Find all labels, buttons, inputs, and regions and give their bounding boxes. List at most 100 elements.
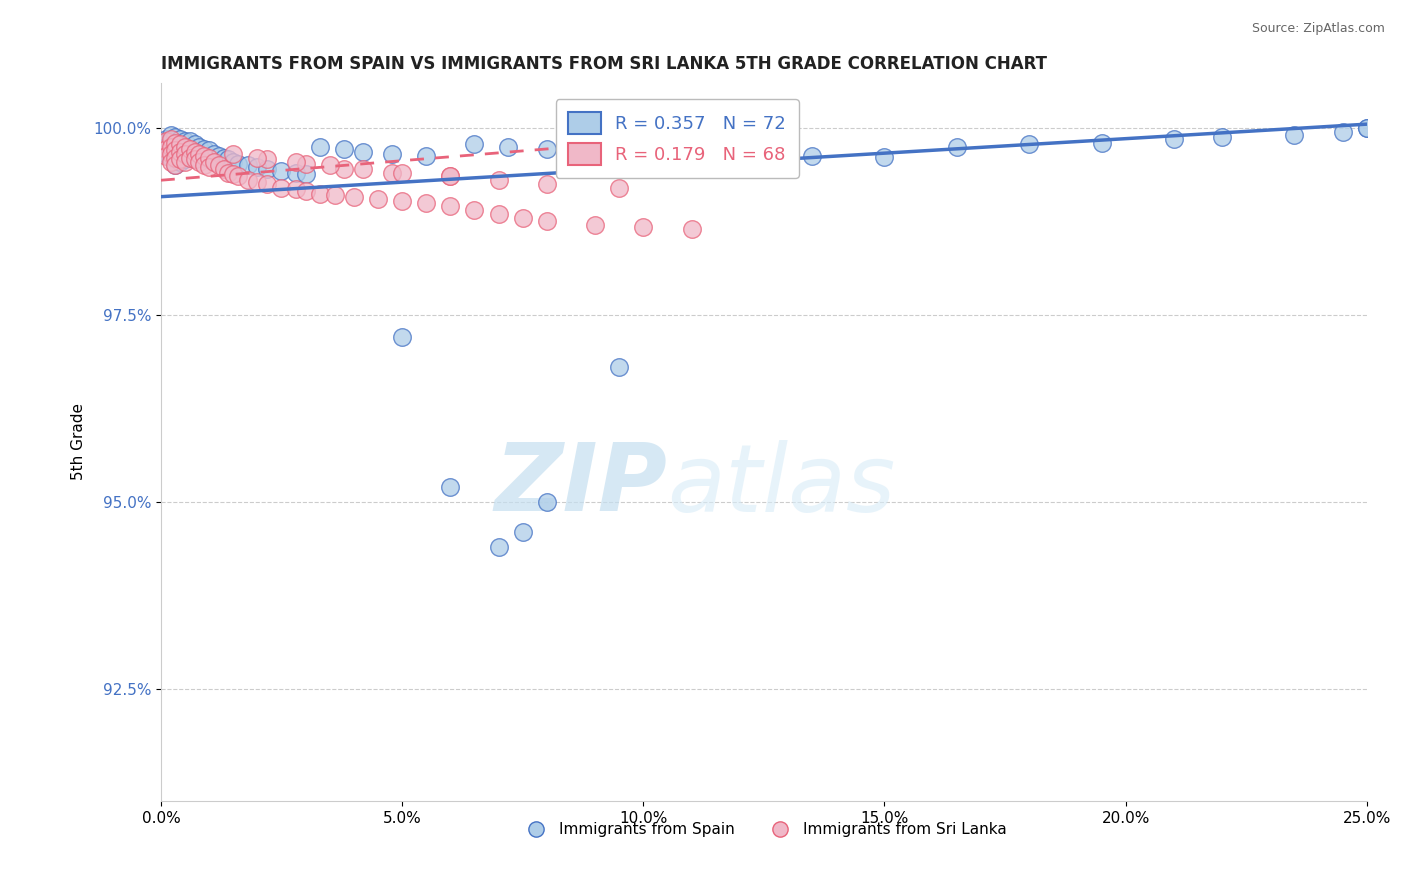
Point bbox=[165, 151, 187, 165]
Point bbox=[165, 136, 187, 150]
Point bbox=[169, 147, 191, 161]
Point bbox=[801, 148, 824, 162]
Point bbox=[439, 199, 461, 213]
Point bbox=[155, 132, 177, 146]
Point bbox=[246, 151, 269, 165]
Point bbox=[165, 158, 187, 172]
Point bbox=[1090, 136, 1112, 150]
Point bbox=[188, 154, 211, 169]
Point bbox=[155, 147, 177, 161]
Point bbox=[391, 194, 413, 209]
Point bbox=[319, 158, 342, 172]
Point bbox=[1284, 128, 1306, 143]
Point bbox=[222, 147, 245, 161]
Point bbox=[285, 182, 308, 196]
Point bbox=[174, 139, 197, 153]
Point bbox=[169, 137, 191, 152]
Point bbox=[183, 145, 205, 159]
Point bbox=[169, 153, 191, 167]
Point bbox=[179, 142, 201, 156]
Point bbox=[193, 158, 215, 172]
Point bbox=[165, 158, 187, 172]
Point bbox=[174, 139, 197, 153]
Point bbox=[309, 139, 332, 153]
Point bbox=[681, 222, 703, 236]
Point bbox=[1018, 137, 1040, 152]
Point bbox=[391, 330, 413, 344]
Point bbox=[179, 134, 201, 148]
Point bbox=[222, 154, 245, 169]
Point bbox=[1211, 129, 1233, 144]
Point bbox=[333, 161, 356, 176]
Point bbox=[202, 154, 225, 169]
Point bbox=[169, 145, 191, 159]
Text: atlas: atlas bbox=[668, 440, 896, 531]
Point bbox=[1331, 125, 1354, 139]
Point bbox=[212, 151, 235, 165]
Point bbox=[208, 149, 231, 163]
Point bbox=[159, 154, 181, 169]
Point bbox=[174, 134, 197, 148]
Point bbox=[159, 147, 181, 161]
Point bbox=[169, 154, 191, 169]
Point bbox=[159, 134, 181, 148]
Point bbox=[607, 180, 630, 194]
Point bbox=[333, 142, 356, 156]
Point bbox=[222, 167, 245, 181]
Text: ZIP: ZIP bbox=[495, 439, 668, 531]
Point bbox=[256, 177, 278, 191]
Point bbox=[1355, 120, 1378, 135]
Point bbox=[226, 169, 249, 184]
Point bbox=[633, 219, 655, 234]
Point bbox=[488, 207, 510, 221]
Point bbox=[256, 153, 278, 167]
Point bbox=[285, 166, 308, 180]
Point bbox=[343, 190, 366, 204]
Point bbox=[174, 147, 197, 161]
Point bbox=[155, 142, 177, 156]
Point bbox=[155, 134, 177, 148]
Point bbox=[226, 157, 249, 171]
Point bbox=[256, 161, 278, 176]
Point bbox=[367, 192, 389, 206]
Point bbox=[294, 185, 316, 199]
Point bbox=[165, 129, 187, 144]
Point bbox=[488, 540, 510, 554]
Point bbox=[381, 147, 404, 161]
Point bbox=[212, 161, 235, 176]
Point bbox=[174, 145, 197, 159]
Point bbox=[439, 169, 461, 184]
Point bbox=[236, 158, 259, 172]
Legend: Immigrants from Spain, Immigrants from Sri Lanka: Immigrants from Spain, Immigrants from S… bbox=[515, 816, 1014, 844]
Point bbox=[193, 149, 215, 163]
Point bbox=[174, 153, 197, 167]
Point bbox=[198, 144, 221, 158]
Point bbox=[179, 151, 201, 165]
Point bbox=[183, 153, 205, 167]
Point bbox=[536, 214, 558, 228]
Point bbox=[488, 173, 510, 187]
Point bbox=[873, 150, 896, 164]
Point bbox=[1355, 120, 1378, 135]
Point bbox=[169, 132, 191, 146]
Point bbox=[512, 524, 534, 539]
Point bbox=[353, 161, 375, 176]
Point bbox=[183, 145, 205, 159]
Point bbox=[583, 218, 606, 232]
Point bbox=[1163, 132, 1185, 146]
Point bbox=[381, 166, 404, 180]
Point bbox=[159, 151, 181, 165]
Point bbox=[179, 144, 201, 158]
Point bbox=[169, 139, 191, 153]
Point bbox=[496, 139, 519, 153]
Point bbox=[155, 139, 177, 153]
Point bbox=[309, 186, 332, 201]
Point bbox=[294, 167, 316, 181]
Point bbox=[193, 151, 215, 165]
Point bbox=[165, 136, 187, 150]
Point bbox=[236, 173, 259, 187]
Y-axis label: 5th Grade: 5th Grade bbox=[72, 403, 86, 481]
Point bbox=[946, 139, 969, 153]
Point bbox=[183, 153, 205, 167]
Point bbox=[536, 142, 558, 156]
